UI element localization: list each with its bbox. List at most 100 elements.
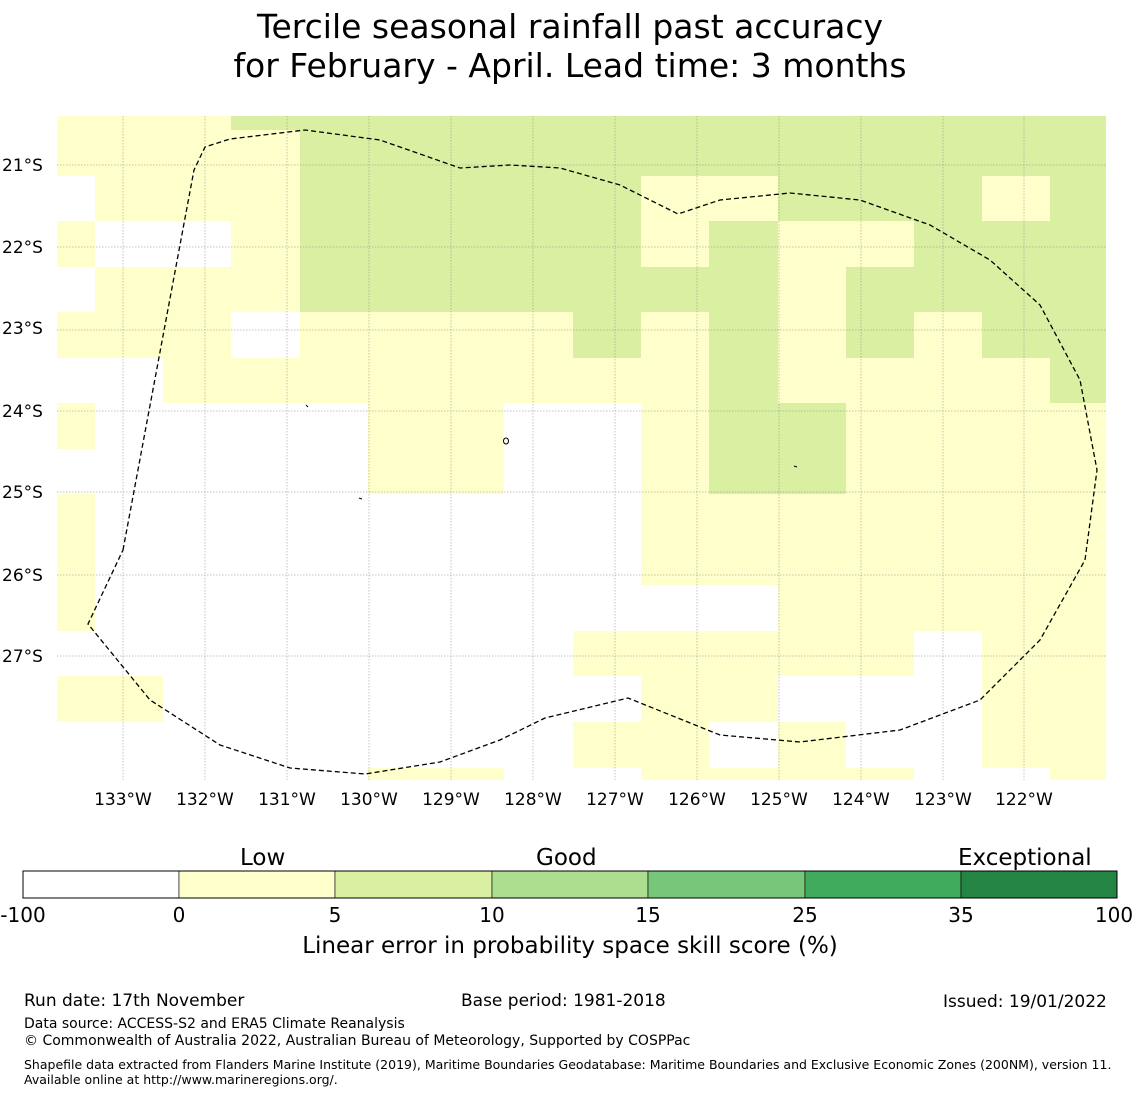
base-period: Base period: 1981-2018 bbox=[461, 991, 666, 1011]
copyright: © Commonwealth of Australia 2022, Austra… bbox=[24, 1033, 691, 1049]
skill-cell bbox=[573, 631, 641, 676]
skill-cell bbox=[1050, 312, 1106, 358]
skill-cell bbox=[778, 676, 914, 722]
skill-cell bbox=[709, 768, 778, 780]
category-good: Good bbox=[536, 845, 597, 871]
skill-cell bbox=[1050, 494, 1106, 540]
skill-cell bbox=[982, 449, 1050, 494]
skill-cell bbox=[914, 585, 982, 631]
skill-cell bbox=[300, 358, 368, 403]
lon-label: 122°W bbox=[995, 790, 1053, 810]
skill-cell bbox=[436, 358, 504, 403]
skill-cell bbox=[641, 176, 709, 221]
skill-cell bbox=[57, 403, 95, 449]
skill-cell bbox=[573, 358, 641, 403]
skill-cell bbox=[1050, 176, 1106, 221]
lat-label: 25°S bbox=[2, 483, 43, 503]
skill-cell bbox=[641, 540, 709, 585]
skill-cell bbox=[778, 540, 846, 585]
skill-cell bbox=[778, 494, 846, 540]
skill-cell bbox=[778, 312, 846, 358]
skill-cell bbox=[641, 676, 709, 722]
skill-cell bbox=[504, 116, 573, 176]
skill-cell bbox=[846, 358, 914, 403]
lon-label: 127°W bbox=[586, 790, 644, 810]
graticule bbox=[57, 116, 1106, 780]
colorbar-tick: 5 bbox=[328, 903, 342, 927]
colorbar-tick: 25 bbox=[792, 903, 818, 927]
skill-cell bbox=[982, 494, 1050, 540]
skill-cell bbox=[57, 676, 95, 722]
skill-cell bbox=[368, 403, 436, 449]
lat-label: 23°S bbox=[2, 319, 43, 339]
shapefile-credit: Shapefile data extracted from Flanders M… bbox=[24, 1057, 1112, 1087]
skill-cell bbox=[95, 116, 163, 176]
colorbar-segment bbox=[491, 870, 649, 899]
skill-cell bbox=[436, 403, 504, 449]
skill-cell bbox=[709, 676, 778, 722]
skill-cell bbox=[709, 449, 778, 494]
skill-cell bbox=[573, 494, 641, 540]
lon-label: 133°W bbox=[94, 790, 152, 810]
colorbar-segment bbox=[22, 870, 180, 899]
skill-cell bbox=[982, 676, 1050, 722]
colorbar-label: Linear error in probability space skill … bbox=[302, 933, 838, 959]
skill-cell bbox=[982, 540, 1050, 585]
lat-label: 21°S bbox=[2, 156, 43, 176]
skill-cell bbox=[504, 221, 573, 267]
skill-cell bbox=[1050, 768, 1106, 780]
skill-cell bbox=[436, 312, 504, 358]
skill-cell bbox=[778, 722, 846, 768]
category-low: Low bbox=[240, 845, 286, 871]
colorbar-tick: 10 bbox=[479, 903, 505, 927]
skill-cell bbox=[641, 403, 709, 449]
skill-cell bbox=[231, 116, 504, 130]
skill-cell bbox=[641, 312, 709, 358]
skill-cell bbox=[57, 312, 95, 358]
skill-cell bbox=[914, 358, 982, 403]
skill-cell bbox=[982, 403, 1050, 449]
lat-label: 27°S bbox=[2, 647, 43, 667]
skill-cell bbox=[982, 722, 1050, 768]
skill-cell bbox=[231, 221, 300, 267]
skill-cell bbox=[982, 358, 1050, 403]
lon-label: 131°W bbox=[258, 790, 316, 810]
skill-cell bbox=[573, 312, 641, 358]
colorbar bbox=[22, 870, 1118, 899]
map-panel: 21°S 22°S 23°S 24°S 25°S 26°S 27°S 133°W… bbox=[2, 116, 1106, 810]
skill-cell bbox=[846, 267, 914, 312]
skill-cell bbox=[846, 221, 914, 267]
skill-cell bbox=[709, 221, 778, 267]
run-date: Run date: 17th November bbox=[24, 991, 245, 1011]
skill-cell bbox=[57, 540, 95, 585]
skill-cell bbox=[641, 768, 709, 780]
skill-cell bbox=[982, 585, 1050, 631]
skill-cell bbox=[846, 494, 914, 540]
skill-cell bbox=[95, 267, 163, 312]
skill-cell bbox=[1050, 403, 1106, 449]
skill-cell bbox=[709, 540, 778, 585]
skill-cell bbox=[300, 312, 368, 358]
skill-cell bbox=[641, 267, 709, 312]
skill-cell bbox=[57, 221, 95, 267]
colorbar-tick: 35 bbox=[948, 903, 974, 927]
skill-cell bbox=[1050, 540, 1106, 585]
skill-cell bbox=[1050, 358, 1106, 403]
skill-cell bbox=[95, 676, 163, 722]
skill-cell bbox=[163, 312, 231, 358]
skill-cell bbox=[914, 267, 982, 312]
skill-cell bbox=[709, 722, 778, 768]
skill-cell bbox=[846, 312, 914, 358]
skill-cell bbox=[436, 449, 504, 494]
skill-cell bbox=[436, 768, 504, 780]
skill-cell bbox=[231, 176, 300, 221]
lon-label: 126°W bbox=[668, 790, 726, 810]
skill-cell bbox=[300, 130, 504, 267]
skill-cell bbox=[504, 267, 573, 312]
lon-label: 128°W bbox=[504, 790, 562, 810]
skill-cell bbox=[573, 176, 641, 221]
skill-cell bbox=[914, 403, 982, 449]
eez-boundary bbox=[87, 129, 1098, 775]
skill-cell bbox=[57, 494, 95, 540]
lon-label: 130°W bbox=[340, 790, 398, 810]
